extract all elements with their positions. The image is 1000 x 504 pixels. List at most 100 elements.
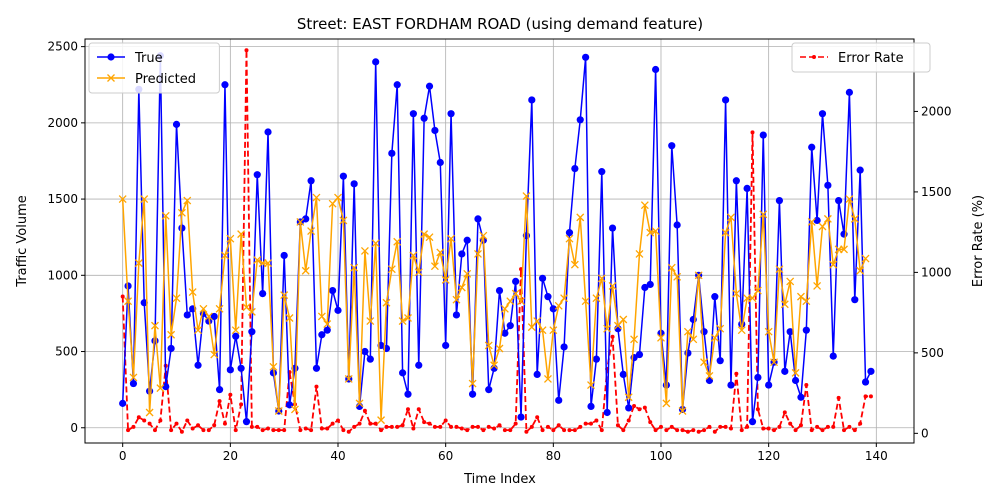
error-rate-point — [486, 424, 491, 429]
predicted-point — [683, 327, 692, 336]
error-rate-point — [158, 418, 163, 423]
error-rate-point — [825, 424, 830, 429]
x-axis-label: Time Index — [463, 472, 536, 487]
predicted-point — [441, 275, 450, 284]
true-point — [592, 355, 600, 363]
predicted-point — [829, 260, 838, 269]
predicted-point — [350, 263, 359, 272]
legend-box — [791, 42, 931, 73]
true-point — [334, 306, 342, 314]
error-rate-point — [739, 428, 744, 433]
error-rate-point — [465, 428, 470, 433]
true-point — [533, 370, 541, 378]
series-layer — [118, 48, 875, 434]
predicted-point — [317, 312, 326, 321]
x-axis: 0 20 40 60 80 100 120 140 — [119, 443, 888, 463]
true-point — [388, 149, 396, 157]
true-point — [339, 172, 347, 180]
predicted-point — [608, 282, 617, 290]
error-rate-point — [777, 424, 782, 429]
true-point — [668, 142, 676, 150]
true-point — [608, 224, 617, 232]
predicted-point — [334, 193, 342, 202]
y-right-tick-label: 2000 — [921, 104, 952, 118]
true-point — [512, 277, 520, 285]
true-point — [264, 128, 272, 136]
predicted-point — [301, 266, 310, 275]
predicted-point — [484, 341, 493, 350]
predicted-point — [748, 294, 757, 303]
error-rate-point — [524, 429, 529, 434]
true-point — [259, 289, 267, 298]
true-point — [280, 251, 288, 260]
error-rate-point — [384, 424, 389, 429]
error-rate-point — [459, 426, 464, 431]
error-rate-point — [502, 428, 507, 433]
predicted-point — [194, 326, 203, 335]
predicted-point — [323, 320, 332, 329]
predicted-point — [705, 371, 714, 380]
predicted-point — [231, 326, 240, 335]
error-rate-point — [422, 420, 427, 425]
predicted-point — [538, 326, 547, 335]
error-rate-point — [319, 426, 324, 431]
true-point — [172, 120, 181, 128]
predicted-point — [124, 297, 133, 306]
true-point — [302, 215, 310, 223]
predicted-point — [554, 301, 563, 310]
predicted-point — [764, 327, 773, 336]
y-axis-right: 0 500 1000 1500 2000 — [914, 104, 952, 440]
error-rate-point — [475, 424, 480, 429]
true-point — [646, 280, 654, 289]
true-point — [727, 381, 735, 389]
error-rate-point — [836, 395, 841, 400]
error-rate-point — [249, 424, 254, 429]
true-point — [361, 347, 369, 356]
legend-right: Error Rate — [791, 42, 931, 73]
predicted-point — [409, 251, 418, 260]
true-point — [151, 337, 159, 345]
true-point — [652, 65, 660, 74]
predicted-point — [377, 416, 386, 425]
true-point — [673, 221, 681, 229]
error-rate-point — [637, 407, 642, 412]
error-rate-point — [761, 426, 766, 431]
predicted-point — [651, 227, 660, 236]
true-point — [528, 96, 536, 104]
error-rate-point — [497, 423, 502, 428]
true-point — [576, 116, 584, 124]
y-left-tick-label: 500 — [55, 345, 78, 359]
x-tick-label: 80 — [546, 449, 561, 463]
error-rate-point — [793, 428, 798, 433]
error-rate-point — [276, 428, 281, 433]
predicted-point — [339, 216, 348, 225]
true-point — [119, 399, 127, 407]
true-point — [221, 81, 229, 89]
true-point — [721, 96, 730, 104]
error-rate-point — [648, 420, 653, 425]
error-rate-point — [562, 428, 567, 433]
true-point — [253, 171, 261, 179]
predicted-point — [813, 282, 822, 290]
predicted-point — [840, 245, 848, 254]
error-rate-point — [567, 428, 572, 433]
error-rate-point — [352, 424, 357, 429]
true-point — [350, 180, 358, 188]
true-point — [124, 282, 132, 290]
predicted-point — [662, 399, 671, 408]
error-rate-point — [728, 426, 733, 431]
error-rate-point — [691, 428, 696, 433]
true-point — [598, 168, 606, 176]
y-left-tick-label: 0 — [70, 421, 78, 435]
error-rate-point — [815, 424, 820, 429]
error-rate-point — [669, 424, 674, 429]
true-point — [861, 378, 870, 386]
error-rate-point — [545, 424, 550, 429]
series-true — [119, 52, 875, 426]
true-point — [775, 197, 784, 205]
predicted-point — [177, 208, 186, 217]
error-rate-point — [357, 421, 362, 426]
chart-title: Street: EAST FORDHAM ROAD (using demand … — [297, 15, 703, 33]
true-point — [232, 332, 240, 340]
